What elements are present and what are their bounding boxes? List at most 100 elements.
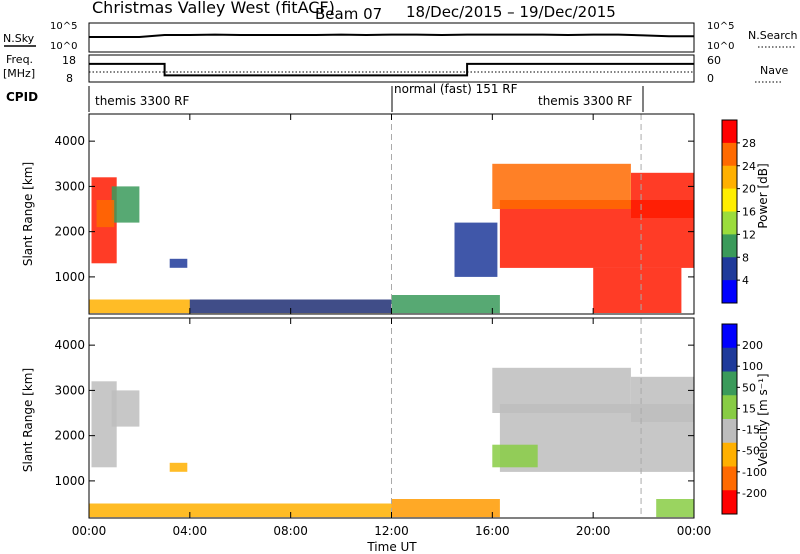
power-colorbar: 28 24 20 16 12 8 4 — [721, 119, 756, 304]
velocity-colorbar-tick-label: 200 — [742, 339, 763, 352]
velocity-echo-region — [111, 390, 140, 427]
power-colorbar-swatch — [722, 120, 737, 144]
freq-tick-bottom: 8 — [66, 72, 73, 85]
beam-label: Beam 07 — [315, 5, 382, 23]
freq-panel-frame — [88, 54, 695, 83]
power-echo-region — [454, 222, 498, 277]
power-colorbar-tick-label: 28 — [742, 137, 756, 150]
power-colorbar-swatch — [722, 211, 737, 235]
power-colorbar-tick-label: 12 — [742, 228, 756, 241]
velocity-echo-region — [656, 499, 694, 518]
x-tick-label: 08:00 — [273, 524, 308, 538]
freq-panel: Freq. [MHz] 18 8 60 0 Nave — [3, 53, 788, 85]
velocity-colorbar-tick-label: -50 — [742, 445, 760, 458]
velocity-colorbar-swatch — [722, 442, 737, 467]
x-tick-label: 16:00 — [475, 524, 510, 538]
velocity-y-tick-label: 3000 — [54, 383, 85, 397]
velocity-colorbar-swatch — [722, 419, 737, 444]
velocity-y-axis: 1000 2000 3000 4000 — [54, 338, 694, 488]
power-echo-region — [189, 299, 392, 314]
power-y-tick-label: 1000 — [54, 270, 85, 284]
nsearch-label: N.Search — [748, 29, 798, 42]
velocity-colorbar-swatch — [722, 395, 737, 420]
velocity-colorbar-tick-label: -200 — [742, 487, 767, 500]
power-y-tick-label: 2000 — [54, 225, 85, 239]
velocity-echo-region — [492, 444, 538, 468]
power-echo-region — [492, 163, 631, 209]
velocity-colorbar-swatch — [722, 371, 737, 396]
velocity-colorbar-tick-label: 15 — [742, 402, 756, 415]
power-y-tick-label: 3000 — [54, 179, 85, 193]
nave-label: Nave — [760, 64, 788, 77]
velocity-heatmap-panel: 1000 2000 3000 4000 Slant Range [km] 200 100… — [21, 317, 770, 519]
velocity-y-tick-label: 2000 — [54, 429, 85, 443]
time-x-axis: 00:00 04:00 08:00 12:00 16:00 20:00 00:00 — [72, 114, 712, 538]
power-colorbar-swatch — [722, 165, 737, 190]
site-title: Christmas Valley West (fitACF) — [92, 0, 335, 17]
velocity-colorbar-swatch — [722, 347, 737, 372]
x-tick-label: 00:00 — [72, 524, 107, 538]
velocity-y-tick-label: 4000 — [54, 338, 85, 352]
power-echo-region — [391, 295, 500, 314]
cpid-segment-2: normal (fast) 151 RF — [394, 82, 518, 96]
power-colorbar-tick-label: 4 — [742, 274, 749, 287]
x-tick-label: 04:00 — [173, 524, 208, 538]
x-axis-label: Time UT — [366, 540, 417, 554]
power-colorbar-tick-label: 20 — [742, 183, 756, 196]
velocity-colorbar-swatch — [722, 466, 737, 491]
power-y-label: Slant Range [km] — [21, 162, 35, 266]
date-range: 18/Dec/2015 – 19/Dec/2015 — [406, 3, 616, 21]
power-y-tick-label: 4000 — [54, 134, 85, 148]
velocity-colorbar-tick-label: 50 — [742, 381, 756, 394]
x-tick-label: 12:00 — [374, 524, 409, 538]
nsky-panel-frame — [88, 22, 695, 53]
velocity-y-label: Slant Range [km] — [21, 368, 35, 472]
power-data-marks — [89, 114, 694, 314]
velocity-colorbar-tick-label: -15 — [742, 424, 760, 437]
velocity-colorbar-tick-label: 100 — [742, 360, 763, 373]
freq-label-line1: Freq. — [6, 53, 33, 66]
power-colorbar-label: Power [dB] — [756, 163, 770, 228]
cpid-segment-1: themis 3300 RF — [95, 94, 189, 108]
nsearch-tick-bottom: 10^0 — [707, 41, 734, 52]
nsky-panel: N.Sky 10^5 10^0 10^5 10^0 N.Search — [3, 21, 798, 53]
velocity-data-marks — [89, 318, 694, 518]
power-heatmap-panel: 1000 2000 3000 4000 Slant Range [km] 28 24 20… — [21, 113, 770, 315]
power-colorbar-tick-label: 24 — [742, 160, 756, 173]
velocity-echo-region — [631, 376, 694, 422]
power-colorbar-tick-label: 8 — [742, 251, 749, 264]
velocity-colorbar: 200 100 50 15 -15 -50 -100 -200 — [721, 323, 767, 515]
nsearch-tick-top: 10^5 — [707, 21, 734, 32]
nsky-label: N.Sky — [3, 32, 35, 45]
power-colorbar-swatch — [722, 188, 737, 212]
velocity-echo-region — [169, 462, 188, 472]
power-colorbar-swatch — [722, 142, 737, 167]
cpid-segment-3: themis 3300 RF — [538, 94, 632, 108]
x-tick-label: 20:00 — [576, 524, 611, 538]
velocity-echo-region — [391, 499, 500, 518]
velocity-colorbar-tick-label: -100 — [742, 466, 767, 479]
power-colorbar-swatch — [722, 257, 737, 281]
velocity-y-tick-label: 1000 — [54, 474, 85, 488]
x-tick-label: 00:00 — [677, 524, 712, 538]
freq-label-line2: [MHz] — [3, 67, 35, 80]
cpid-row: CPID themis 3300 RF normal (fast) 151 RF… — [6, 82, 644, 112]
power-colorbar-swatch — [722, 280, 737, 304]
nsky-tick-bottom: 10^0 — [50, 41, 77, 52]
velocity-colorbar-swatch — [722, 324, 737, 349]
power-echo-region — [96, 200, 115, 228]
cpid-label: CPID — [6, 90, 38, 104]
velocity-colorbar-swatch — [722, 490, 737, 515]
freq-tick-top: 18 — [62, 54, 76, 67]
power-colorbar-swatch — [722, 234, 737, 258]
nave-tick-bottom: 0 — [707, 72, 714, 85]
velocity-echo-region — [492, 367, 631, 413]
velocity-echo-region — [89, 503, 392, 518]
power-colorbar-tick-label: 16 — [742, 206, 756, 219]
power-echo-region — [631, 172, 694, 218]
power-y-axis: 1000 2000 3000 4000 — [54, 134, 694, 284]
nsky-tick-top: 10^5 — [50, 21, 77, 32]
power-echo-region — [111, 186, 140, 223]
nsky-series-line — [89, 33, 694, 38]
